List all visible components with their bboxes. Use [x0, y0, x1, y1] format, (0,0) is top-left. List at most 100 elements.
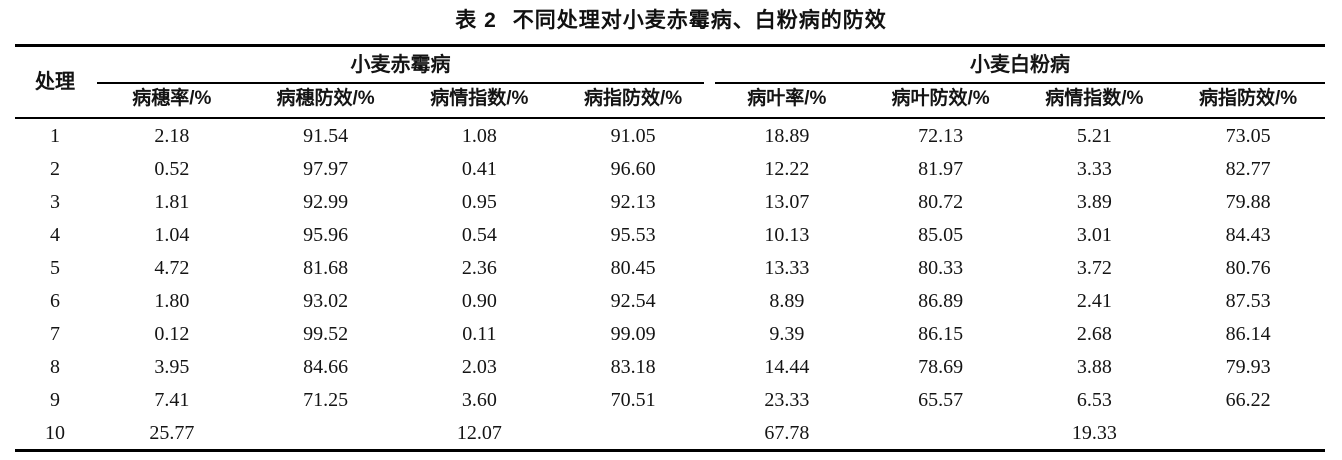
cell-value: 82.77	[1225, 157, 1271, 180]
column-header-mildew-index-efficacy: 病指防效/%	[1171, 84, 1325, 119]
column-header-scab-ear-efficacy: 病穗防效/%	[248, 84, 403, 119]
cell-value: 18.89	[764, 124, 810, 147]
table-title: 表 2 不同处理对小麦赤霉病、白粉病的防效	[0, 0, 1342, 33]
cell-value: 97.97	[303, 157, 349, 180]
cell-value: 84.43	[1225, 223, 1271, 246]
table-row: 2 0.52 97.97 0.41 96.60 12.22 81.97 3.33 82.77	[15, 152, 1325, 185]
cell-value: 95.96	[303, 223, 349, 246]
cell-value: 78.69	[918, 355, 964, 378]
cell-value: 92.13	[610, 190, 656, 213]
table-row: 5 4.72 81.68 2.36 80.45 13.33 80.33 3.72 80.76	[15, 251, 1325, 284]
cell-value: 3.60	[461, 388, 497, 411]
cell-value: 67.78	[764, 421, 810, 444]
cell-value: 73.05	[1225, 124, 1271, 147]
cell-value: 3.89	[1076, 190, 1112, 213]
cell-value: 1.04	[154, 223, 190, 246]
cell-value: 81.97	[918, 157, 964, 180]
cell-value: 0.52	[154, 157, 190, 180]
cell-value: 12.22	[764, 157, 810, 180]
table-row: 4 1.04 95.96 0.54 95.53 10.13 85.05 3.01 84.43	[15, 218, 1325, 251]
cell-value: 84.66	[303, 355, 349, 378]
cell-value: 79.88	[1225, 190, 1271, 213]
cell-value: 72.13	[918, 124, 964, 147]
cell-value: 23.33	[764, 388, 810, 411]
cell-value: 86.15	[918, 322, 964, 345]
cell-treatment: 3	[50, 190, 60, 213]
cell-value: 0.90	[461, 289, 497, 312]
cell-value: 71.25	[303, 388, 349, 411]
cell-value: 25.77	[149, 421, 195, 444]
table-body: 1 2.18 91.54 1.08 91.05 18.89 72.13 5.21 73.05 2 0…	[15, 118, 1325, 451]
cell-value: 3.95	[154, 355, 190, 378]
cell-treatment: 10	[45, 421, 65, 444]
cell-value: 86.14	[1225, 322, 1271, 345]
cell-treatment: 4	[50, 223, 60, 246]
results-table: 处理 小麦赤霉病 小麦白粉病 病穗率/% 病穗防效/% 病情指数/% 病指防效/…	[15, 44, 1325, 452]
cell-value: 80.33	[918, 256, 964, 279]
cell-value: 2.68	[1076, 322, 1112, 345]
cell-value: 70.51	[610, 388, 656, 411]
cell-value: 7.41	[154, 388, 190, 411]
table-row: 1 2.18 91.54 1.08 91.05 18.89 72.13 5.21 73.05	[15, 118, 1325, 152]
table-caption: 不同处理对小麦赤霉病、白粉病的防效	[512, 9, 887, 32]
column-header-scab-disease-index: 病情指数/%	[402, 84, 557, 119]
cell-value: 1.08	[461, 124, 497, 147]
column-header-scab-ear-rate: 病穗率/%	[95, 84, 249, 119]
cell-value: 3.01	[1076, 223, 1112, 246]
cell-value: 92.99	[303, 190, 349, 213]
cell-value: 3.33	[1076, 157, 1112, 180]
cell-value: 3.72	[1076, 256, 1112, 279]
cell-value: 99.52	[303, 322, 349, 345]
table-row: 7 0.12 99.52 0.11 99.09 9.39 86.15 2.68 86.14	[15, 317, 1325, 350]
cell-value: 79.93	[1225, 355, 1271, 378]
cell-value: 8.89	[769, 289, 805, 312]
cell-value: 2.18	[154, 124, 190, 147]
column-header-scab-index-efficacy: 病指防效/%	[556, 84, 710, 119]
cell-value: 10.13	[764, 223, 810, 246]
table-head: 处理 小麦赤霉病 小麦白粉病 病穗率/% 病穗防效/% 病情指数/% 病指防效/…	[15, 45, 1325, 119]
treatment-column-header: 处理	[15, 45, 95, 119]
cell-value: 80.45	[610, 256, 656, 279]
cell-value: 91.05	[610, 124, 656, 147]
column-header-mildew-disease-index: 病情指数/%	[1017, 84, 1172, 119]
cell-value: 2.03	[461, 355, 497, 378]
cell-value	[1171, 416, 1325, 451]
cell-treatment: 9	[50, 388, 60, 411]
cell-value: 86.89	[918, 289, 964, 312]
table-row: 3 1.81 92.99 0.95 92.13 13.07 80.72 3.89 79.88	[15, 185, 1325, 218]
cell-value: 13.33	[764, 256, 810, 279]
group-header-row: 处理 小麦赤霉病 小麦白粉病	[15, 45, 1325, 119]
cell-value	[249, 416, 403, 451]
cell-value: 87.53	[1225, 289, 1271, 312]
table-row: 9 7.41 71.25 3.60 70.51 23.33 65.57 6.53 66.22	[15, 383, 1325, 416]
group-header-mildew: 小麦白粉病	[710, 46, 1325, 84]
cell-value: 99.09	[610, 322, 656, 345]
column-header-mildew-leaf-rate: 病叶率/%	[710, 84, 864, 119]
table-row: 8 3.95 84.66 2.03 83.18 14.44 78.69 3.88 79.93	[15, 350, 1325, 383]
table-number: 表 2	[455, 9, 497, 32]
table-row: 10 25.77 12.07 67.78 19.33	[15, 416, 1325, 451]
cell-value: 0.11	[462, 322, 497, 345]
cell-treatment: 6	[50, 289, 60, 312]
cell-value: 0.95	[461, 190, 497, 213]
cell-treatment: 1	[50, 124, 60, 147]
cell-value: 3.88	[1076, 355, 1112, 378]
cell-value: 96.60	[610, 157, 656, 180]
cell-value: 14.44	[764, 355, 810, 378]
cell-value: 1.81	[154, 190, 190, 213]
group-header-scab-label: 小麦赤霉病	[97, 52, 704, 84]
cell-value: 66.22	[1225, 388, 1271, 411]
cell-value: 80.76	[1225, 256, 1271, 279]
cell-treatment: 5	[50, 256, 60, 279]
cell-value: 1.80	[154, 289, 190, 312]
cell-value: 5.21	[1076, 124, 1112, 147]
cell-value: 91.54	[303, 124, 349, 147]
cell-treatment: 2	[50, 157, 60, 180]
cell-value: 93.02	[303, 289, 349, 312]
cell-value: 6.53	[1076, 388, 1112, 411]
cell-value	[864, 416, 1018, 451]
group-header-mildew-label: 小麦白粉病	[715, 52, 1325, 84]
table-row: 6 1.80 93.02 0.90 92.54 8.89 86.89 2.41 87.53	[15, 284, 1325, 317]
subheader-row: 病穗率/% 病穗防效/% 病情指数/% 病指防效/% 病叶率/% 病叶防效/% …	[15, 84, 1325, 119]
